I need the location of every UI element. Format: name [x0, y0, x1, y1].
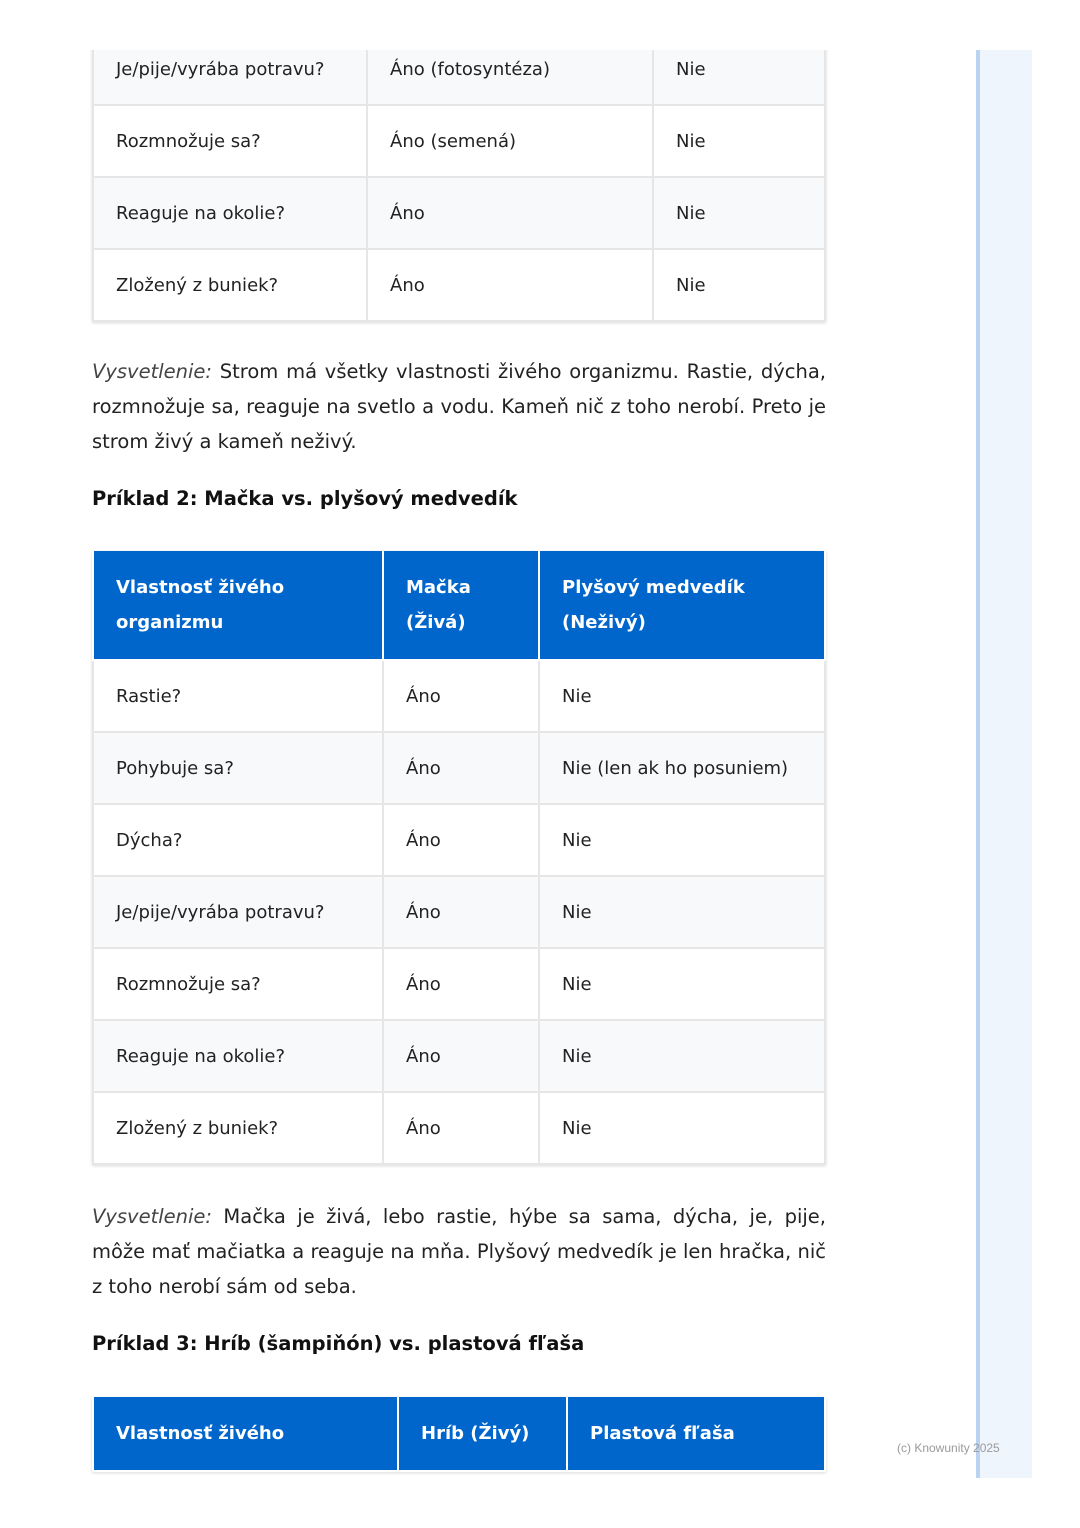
cell: Áno [382, 731, 540, 805]
table-row: Rozmnožuje sa? Áno Nie [92, 947, 826, 1021]
column-header: Plyšový medvedík (Neživý) [538, 551, 826, 661]
cell: Áno (semená) [366, 104, 654, 178]
cell: Áno [382, 803, 540, 877]
cell: Nie (len ak ho posuniem) [538, 731, 826, 805]
cell: Áno [366, 176, 654, 250]
cell: Zložený z buniek? [92, 248, 368, 322]
explanation-text: Strom má všetky vlastnosti živého organi… [92, 360, 826, 453]
cell: Dýcha? [92, 803, 384, 877]
cell: Reaguje na okolie? [92, 1019, 384, 1093]
table-row: Rozmnožuje sa? Áno (semená) Nie [92, 104, 826, 178]
column-header: Hríb (Živý) [397, 1397, 568, 1472]
cell: Nie [652, 50, 826, 106]
table-row: Rastie? Áno Nie [92, 659, 826, 733]
explanation-label: Vysvetlenie: [92, 360, 212, 383]
table-row: Reaguje na okolie? Áno Nie [92, 176, 826, 250]
explanation-text: Mačka je živá, lebo rastie, hýbe sa sama… [92, 1205, 826, 1298]
cell: Nie [538, 659, 826, 733]
copyright-footer: (c) Knowunity 2025 [897, 1441, 1000, 1455]
column-header: Mačka (Živá) [382, 551, 540, 661]
table-row: Zložený z buniek? Áno Nie [92, 1091, 826, 1165]
cell: Rozmnožuje sa? [92, 104, 368, 178]
cell: Áno (fotosyntéza) [366, 50, 654, 106]
cell: Nie [652, 176, 826, 250]
table-header-row: Vlastnosť živého organizmu Mačka (Živá) Pl… [92, 551, 826, 661]
table-hrib-flasa: Vlastnosť živého Hríb (Živý) Plastová fľaš… [92, 1397, 826, 1472]
table-row: Reaguje na okolie? Áno Nie [92, 1019, 826, 1093]
heading-example-2: Príklad 2: Mačka vs. plyšový medvedík [92, 487, 518, 510]
document-page: Je/pije/vyrába potravu? Áno (fotosyntéza)… [0, 50, 1080, 1478]
cell: Nie [538, 803, 826, 877]
table-row: Dýcha? Áno Nie [92, 803, 826, 877]
heading-example-3: Príklad 3: Hríb (šampiňón) vs. plastová … [92, 1332, 585, 1355]
table-row: Pohybuje sa? Áno Nie (len ak ho posuniem) [92, 731, 826, 805]
cell: Zložený z buniek? [92, 1091, 384, 1165]
explanation-2: Vysvetlenie: Mačka je živá, lebo rastie,… [92, 1199, 826, 1304]
cell: Nie [538, 875, 826, 949]
column-header: Plastová fľaša [566, 1397, 826, 1472]
cell: Je/pije/vyrába potravu? [92, 875, 384, 949]
cell: Áno [382, 875, 540, 949]
cell: Rozmnožuje sa? [92, 947, 384, 1021]
table-row: Je/pije/vyrába potravu? Áno Nie [92, 875, 826, 949]
sidebar-strip [976, 50, 1032, 1478]
cell: Reaguje na okolie? [92, 176, 368, 250]
cell: Nie [652, 248, 826, 322]
cell: Nie [538, 947, 826, 1021]
table-header-row: Vlastnosť živého Hríb (Živý) Plastová fľaš… [92, 1397, 826, 1472]
cell: Áno [382, 947, 540, 1021]
cell: Nie [538, 1019, 826, 1093]
cell: Áno [382, 659, 540, 733]
cell: Nie [538, 1091, 826, 1165]
cell: Je/pije/vyrába potravu? [92, 50, 368, 106]
table-row: Zložený z buniek? Áno Nie [92, 248, 826, 322]
explanation-label: Vysvetlenie: [92, 1205, 212, 1228]
cell: Pohybuje sa? [92, 731, 384, 805]
cell: Nie [652, 104, 826, 178]
explanation-1: Vysvetlenie: Strom má všetky vlastnosti … [92, 354, 826, 459]
table-row: Je/pije/vyrába potravu? Áno (fotosyntéza)… [92, 50, 826, 106]
column-header: Vlastnosť živého organizmu [92, 551, 384, 661]
column-header: Vlastnosť živého [92, 1397, 399, 1472]
cell: Áno [382, 1091, 540, 1165]
cell: Rastie? [92, 659, 384, 733]
table-macka-medvedik: Vlastnosť živého organizmu Mačka (Živá) Pl… [92, 551, 826, 1165]
table-strom-kamen: Je/pije/vyrába potravu? Áno (fotosyntéza)… [92, 50, 826, 322]
cell: Áno [366, 248, 654, 322]
cell: Áno [382, 1019, 540, 1093]
